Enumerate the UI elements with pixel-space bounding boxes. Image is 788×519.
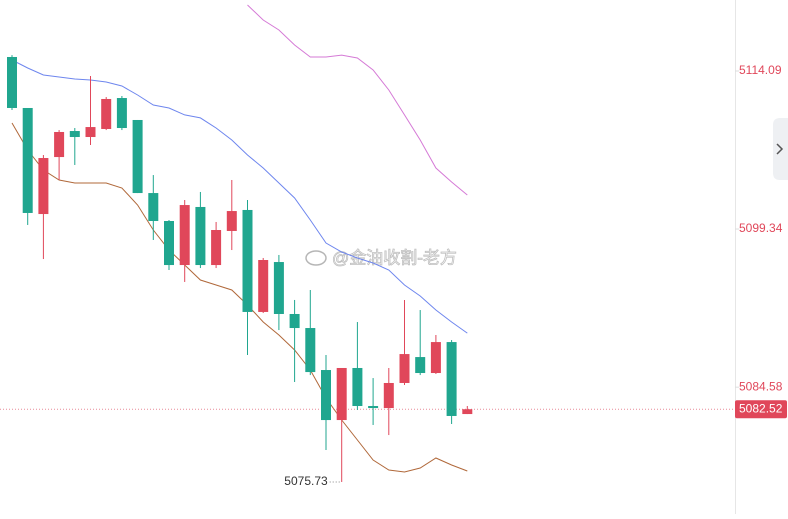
candle-body xyxy=(116,98,127,129)
low-annotation: 5075.73 xyxy=(284,474,328,488)
candle-body xyxy=(321,370,331,421)
candle-body xyxy=(242,209,253,312)
candle-body xyxy=(273,262,284,314)
candle-body xyxy=(226,211,237,231)
watermark-icon xyxy=(305,250,327,266)
candle-body xyxy=(101,98,112,129)
candle-body xyxy=(22,107,33,213)
candle-body xyxy=(7,56,17,108)
y-tick-label: 5114.09 xyxy=(739,63,782,77)
collapse-arrow[interactable] xyxy=(776,143,784,155)
candle-body xyxy=(430,342,441,374)
candle-body xyxy=(85,127,96,138)
candle-body xyxy=(38,158,49,215)
candle-body xyxy=(195,206,206,266)
watermark-text: @金油收割-老方 xyxy=(332,248,457,267)
last-price-label: 5082.52 xyxy=(739,401,783,415)
y-tick-label: 5084.58 xyxy=(739,379,783,393)
ma-line xyxy=(247,4,468,196)
watermark: @金油收割-老方 xyxy=(305,248,457,268)
candle-body xyxy=(132,119,143,194)
ma-line xyxy=(11,122,468,473)
candle-body xyxy=(368,406,379,409)
candle-body xyxy=(415,357,426,374)
candle-body xyxy=(54,131,65,158)
candle-body xyxy=(446,342,457,416)
candle-body xyxy=(211,230,222,266)
candle-body xyxy=(336,367,347,421)
candle-body xyxy=(69,131,80,138)
candle-body xyxy=(258,259,269,312)
ma-line xyxy=(11,59,468,334)
last-price-badge xyxy=(735,400,787,419)
candle-body xyxy=(289,313,300,329)
candle-body xyxy=(399,354,410,383)
candle-body xyxy=(179,205,190,266)
candle-body xyxy=(462,409,473,415)
collapse-tab-bg[interactable] xyxy=(773,118,788,180)
candle-body xyxy=(383,382,394,409)
candle-body xyxy=(305,328,316,373)
candle-body xyxy=(148,193,159,222)
candle-body xyxy=(352,367,363,407)
y-tick-label: 5099.34 xyxy=(739,221,783,235)
candle-body xyxy=(164,221,174,266)
collapse-tab[interactable] xyxy=(773,118,788,180)
